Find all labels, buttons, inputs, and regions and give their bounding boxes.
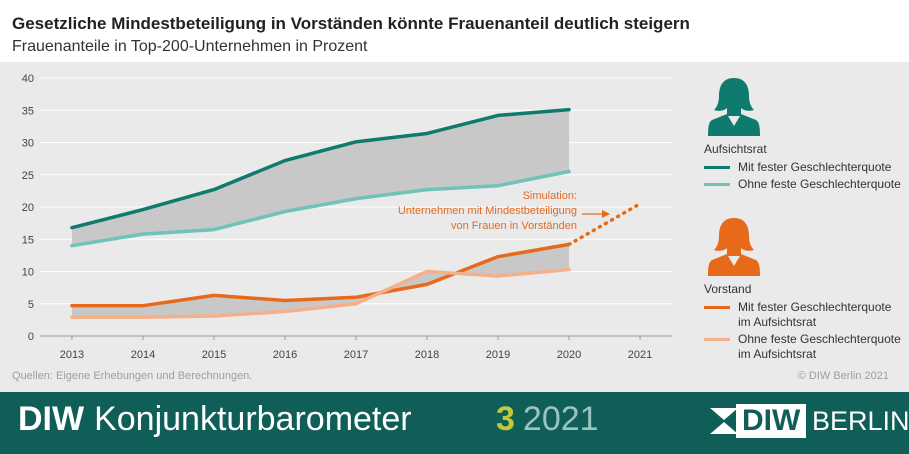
- line-chart: 0 5 10 15 20 25 30 35 40 2013 2014 2015 2016 2017 2018…: [22, 73, 672, 361]
- copyright-note: © DIW Berlin 2021: [797, 370, 889, 382]
- legend-label: Ohne feste Geschlechterquote im Aufsicht…: [738, 332, 901, 361]
- y-tick-label: 10: [22, 267, 34, 279]
- x-tick-label: 2020: [557, 349, 581, 361]
- y-tick-label: 5: [28, 299, 34, 311]
- x-tick-label: 2016: [273, 349, 297, 361]
- woman-icon: [708, 218, 760, 276]
- brand-rest: Konjunkturbarometer: [94, 400, 412, 438]
- x-tick-label: 2019: [486, 349, 510, 361]
- series-line: [70, 267, 571, 320]
- series-line: [70, 169, 571, 248]
- legend-title-vorstand: Vorstand: [704, 282, 752, 296]
- source-note: Quellen: Eigene Erhebungen und Berechnun…: [12, 370, 253, 382]
- y-tick-label: 30: [22, 138, 34, 150]
- y-tick-label: 35: [22, 105, 34, 117]
- woman-icon: [708, 78, 760, 136]
- legend-vorstand: Vorstand Mit fester Geschlechterquote im…: [704, 282, 904, 364]
- legend-swatch: [704, 166, 730, 169]
- x-tick-label: 2018: [415, 349, 439, 361]
- annotation-arrowhead: [602, 210, 610, 218]
- y-tick-label: 15: [22, 234, 34, 246]
- brand-bold: DIW: [18, 400, 85, 438]
- gap-area-aufsichtsrat: [71, 109, 570, 246]
- y-tick-label: 20: [22, 202, 34, 214]
- diw-logo-mark-icon: [710, 408, 738, 434]
- legend-title-aufsichtsrat: Aufsichtsrat: [704, 142, 767, 156]
- issue-label: 3 2021: [496, 400, 599, 439]
- x-tick-label: 2013: [60, 349, 84, 361]
- x-tick-label: 2017: [344, 349, 368, 361]
- series-line: [70, 242, 571, 308]
- legend-item: Ohne feste Geschlechterquote: [704, 177, 904, 192]
- y-tick-label: 40: [22, 73, 34, 85]
- legend-item: Mit fester Geschlechterquote im Aufsicht…: [704, 300, 904, 330]
- logo-berlin-text: BERLIN: [812, 406, 909, 436]
- legend-item: Ohne feste Geschlechterquote im Aufsicht…: [704, 332, 904, 362]
- legend-swatch: [704, 338, 730, 341]
- simulation-line: [567, 202, 642, 247]
- x-tick-label: 2014: [131, 349, 155, 361]
- logo-diw-text: DIW: [736, 404, 807, 438]
- issue-year: 2021: [522, 400, 599, 438]
- annotation-text: Unternehmen mit Mindestbeteiligung: [398, 205, 577, 217]
- legend-label: Mit fester Geschlechterquote: [738, 160, 892, 174]
- annotation-text: Simulation:: [523, 190, 577, 202]
- legend-item: Mit fester Geschlechterquote: [704, 160, 904, 175]
- chart-subtitle: Frauenanteile in Top-200-Unternehmen in …: [12, 38, 368, 55]
- x-tick-label: 2015: [202, 349, 226, 361]
- brand-name: DIW Konjunkturbarometer: [18, 400, 412, 439]
- legend-swatch: [704, 306, 730, 309]
- legend-label: Mit fester Geschlechterquote im Aufsicht…: [738, 300, 892, 329]
- series-line: [70, 107, 571, 230]
- x-tick-label: 2021: [628, 349, 652, 361]
- legend-swatch: [704, 183, 730, 186]
- issue-number: 3: [496, 400, 515, 438]
- y-tick-label: 0: [28, 331, 34, 343]
- y-tick-label: 25: [22, 170, 34, 182]
- chart-title: Gesetzliche Mindestbeteiligung in Vorstä…: [12, 14, 690, 33]
- legend-aufsichtsrat: Aufsichtsrat Mit fester Geschlechterquot…: [704, 142, 904, 194]
- legend-label: Ohne feste Geschlechterquote: [738, 177, 901, 191]
- annotation-text: von Frauen in Vorständen: [451, 220, 577, 232]
